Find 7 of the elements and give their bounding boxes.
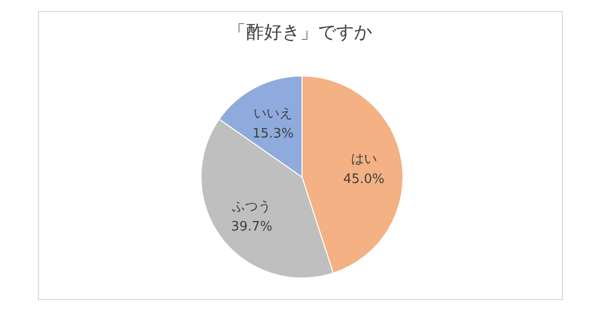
data-label: 15.3% — [252, 126, 294, 142]
data-label: 45.0% — [343, 172, 385, 188]
chart-title: 「酢好き」ですか — [228, 22, 372, 43]
slice-label: ふつう — [231, 199, 272, 214]
data-label: 39.7% — [231, 219, 272, 234]
slice-label: はい — [350, 152, 377, 168]
slice-label: いいえ — [254, 106, 293, 122]
